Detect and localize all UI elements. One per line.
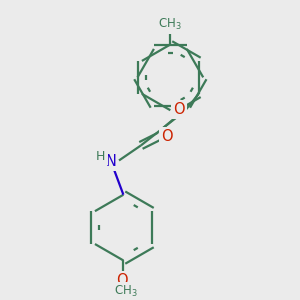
Text: CH$_3$: CH$_3$ — [158, 17, 182, 32]
Text: O: O — [116, 273, 128, 288]
Text: N: N — [105, 154, 116, 169]
Text: O: O — [161, 129, 172, 144]
Text: O: O — [173, 102, 185, 117]
Text: CH$_3$: CH$_3$ — [114, 284, 138, 299]
Text: H: H — [96, 150, 106, 163]
